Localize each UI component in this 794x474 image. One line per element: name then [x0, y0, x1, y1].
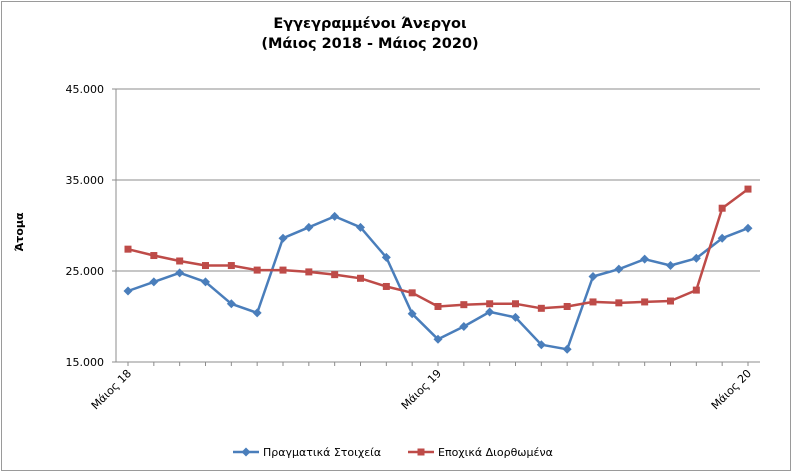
chart-subtitle: (Μάιος 2018 - Μάιος 2020) — [261, 36, 479, 52]
y-tick-label: 35.000 — [66, 174, 105, 187]
series-2 — [124, 185, 752, 312]
data-point — [331, 271, 339, 279]
gridlines — [116, 88, 760, 272]
data-point — [381, 252, 391, 262]
data-point — [123, 286, 133, 296]
data-point — [202, 262, 209, 270]
x-tick-label: Μάιος 20 — [709, 367, 754, 412]
series-line — [127, 188, 749, 310]
data-point — [227, 262, 235, 270]
series-line — [127, 215, 749, 351]
y-tick-label: 45.000 — [66, 83, 105, 96]
y-tick-label: 15.000 — [66, 356, 105, 369]
data-point — [150, 252, 158, 260]
data-point — [252, 308, 262, 318]
series-1 — [123, 211, 753, 354]
legend-item: Πραγματικά Στοιχεία — [233, 446, 381, 459]
data-point — [279, 266, 287, 274]
data-point — [718, 204, 726, 212]
data-point — [588, 271, 598, 281]
legend: Πραγματικά Στοιχεία Εποχικά Διορθωμένα — [233, 446, 553, 459]
data-point — [356, 222, 365, 232]
y-axis-ticks: 15.000 25.000 35.000 45.000 — [66, 83, 105, 369]
data-point — [486, 300, 494, 308]
data-point — [176, 257, 184, 265]
data-point — [666, 261, 675, 271]
chart-title: Εγγεγραμμένοι Άνεργοι — [273, 16, 467, 32]
data-point — [511, 312, 520, 322]
y-tick-label: 25.000 — [66, 265, 105, 278]
data-point — [743, 223, 753, 233]
x-tick-label: Μάιος 19 — [399, 367, 444, 412]
data-point — [562, 344, 572, 354]
data-point — [512, 300, 519, 308]
data-point — [667, 297, 674, 305]
data-point — [357, 274, 364, 282]
legend-marker — [241, 447, 251, 457]
data-point — [536, 340, 546, 350]
data-point — [226, 299, 236, 309]
data-point — [433, 334, 443, 344]
data-point — [124, 245, 132, 253]
data-point — [615, 299, 623, 307]
data-point — [304, 222, 314, 232]
legend-label: Πραγματικά Στοιχεία — [263, 446, 381, 459]
data-point — [459, 322, 469, 332]
data-point — [175, 268, 185, 278]
data-point — [563, 302, 571, 310]
data-point — [408, 289, 416, 297]
data-point — [641, 298, 649, 306]
data-point — [253, 266, 261, 274]
data-point — [330, 211, 340, 221]
data-point — [537, 304, 545, 312]
data-point — [744, 185, 752, 193]
data-point — [614, 264, 624, 274]
series-group — [123, 185, 753, 354]
data-point — [201, 277, 210, 287]
x-tick-label: Μάιος 18 — [89, 367, 134, 412]
y-axis-label: Άτομα — [13, 212, 26, 251]
data-point — [485, 307, 495, 317]
data-point — [434, 302, 442, 310]
data-point — [717, 233, 727, 243]
data-point — [692, 286, 700, 294]
data-point — [305, 268, 313, 276]
legend-item: Εποχικά Διορθωμένα — [408, 446, 553, 459]
data-point — [640, 254, 650, 264]
data-point — [589, 298, 597, 306]
data-point — [382, 282, 390, 290]
legend-marker — [417, 448, 425, 456]
data-point — [460, 301, 468, 309]
data-point — [278, 233, 288, 243]
x-axis-ticks: Μάιος 18 Μάιος 19 Μάιος 20 — [89, 367, 754, 412]
data-point — [149, 277, 159, 287]
data-point — [407, 309, 417, 319]
data-point — [691, 253, 701, 263]
legend-label: Εποχικά Διορθωμένα — [438, 446, 553, 459]
axes — [112, 88, 760, 366]
